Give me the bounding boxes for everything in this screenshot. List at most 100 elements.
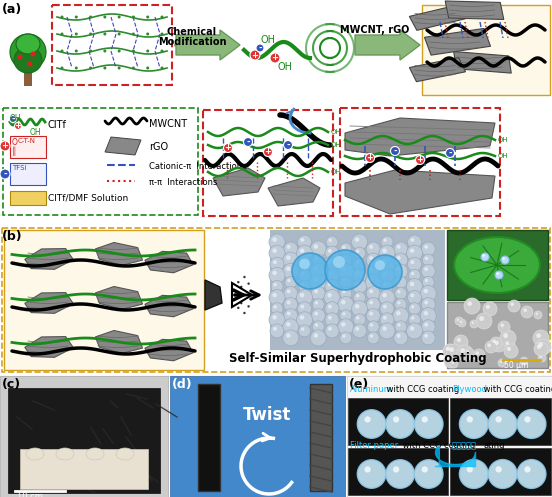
Text: Plywood: Plywood bbox=[452, 386, 487, 395]
Circle shape bbox=[242, 297, 244, 299]
Circle shape bbox=[365, 274, 381, 290]
Circle shape bbox=[132, 67, 135, 70]
Circle shape bbox=[356, 249, 359, 253]
Circle shape bbox=[338, 319, 354, 335]
Circle shape bbox=[250, 290, 252, 292]
Circle shape bbox=[446, 347, 450, 351]
Ellipse shape bbox=[395, 337, 406, 343]
Circle shape bbox=[411, 272, 415, 275]
Circle shape bbox=[495, 271, 503, 279]
Bar bbox=[52, 5, 172, 85]
Circle shape bbox=[498, 321, 510, 333]
Text: with CCG coating: with CCG coating bbox=[481, 386, 552, 395]
Polygon shape bbox=[25, 248, 73, 269]
Circle shape bbox=[393, 416, 399, 422]
Circle shape bbox=[386, 460, 415, 488]
Circle shape bbox=[383, 259, 387, 264]
Ellipse shape bbox=[314, 304, 323, 309]
Circle shape bbox=[396, 311, 401, 316]
Ellipse shape bbox=[14, 47, 42, 73]
Text: +: + bbox=[272, 54, 279, 63]
Circle shape bbox=[310, 263, 326, 279]
Circle shape bbox=[314, 333, 318, 338]
Circle shape bbox=[315, 256, 318, 260]
Circle shape bbox=[0, 169, 10, 179]
Circle shape bbox=[352, 301, 368, 317]
Ellipse shape bbox=[396, 293, 406, 298]
Circle shape bbox=[466, 466, 473, 473]
Text: Cationic-π  Interactions: Cationic-π Interactions bbox=[149, 162, 247, 171]
Circle shape bbox=[379, 256, 395, 272]
Circle shape bbox=[342, 290, 346, 293]
Circle shape bbox=[341, 322, 346, 327]
Ellipse shape bbox=[396, 326, 406, 331]
Ellipse shape bbox=[312, 281, 325, 288]
Circle shape bbox=[325, 279, 339, 293]
Circle shape bbox=[457, 345, 473, 361]
Bar bbox=[24, 64, 32, 86]
Circle shape bbox=[420, 308, 436, 324]
Circle shape bbox=[118, 50, 121, 53]
Ellipse shape bbox=[326, 252, 338, 258]
Circle shape bbox=[464, 298, 480, 314]
Ellipse shape bbox=[394, 315, 407, 321]
Circle shape bbox=[383, 316, 387, 320]
Ellipse shape bbox=[272, 330, 283, 336]
Circle shape bbox=[423, 311, 428, 316]
Bar bbox=[450, 448, 551, 495]
Ellipse shape bbox=[298, 319, 311, 326]
Circle shape bbox=[286, 245, 290, 249]
Ellipse shape bbox=[326, 263, 338, 270]
Circle shape bbox=[406, 245, 422, 261]
Bar bbox=[450, 398, 551, 445]
Bar bbox=[20, 449, 148, 489]
Ellipse shape bbox=[341, 315, 351, 320]
Circle shape bbox=[314, 278, 318, 282]
Ellipse shape bbox=[454, 237, 540, 293]
Bar bbox=[270, 230, 445, 350]
Ellipse shape bbox=[327, 242, 337, 246]
Text: +: + bbox=[2, 142, 8, 151]
Circle shape bbox=[353, 314, 365, 326]
Bar bbox=[422, 5, 550, 95]
Circle shape bbox=[411, 316, 415, 320]
Circle shape bbox=[366, 242, 380, 256]
Text: (a): (a) bbox=[2, 3, 22, 16]
Circle shape bbox=[537, 345, 541, 349]
Circle shape bbox=[452, 362, 454, 364]
Circle shape bbox=[272, 248, 277, 253]
Text: π-π  Interactions: π-π Interactions bbox=[149, 178, 217, 187]
Ellipse shape bbox=[270, 274, 283, 281]
Ellipse shape bbox=[410, 319, 420, 324]
Circle shape bbox=[420, 285, 436, 302]
Circle shape bbox=[269, 290, 285, 306]
Text: Modification: Modification bbox=[158, 37, 226, 47]
Ellipse shape bbox=[326, 330, 338, 336]
Circle shape bbox=[507, 347, 511, 351]
Circle shape bbox=[310, 330, 326, 346]
Bar bbox=[310, 384, 332, 491]
Circle shape bbox=[146, 32, 149, 35]
Circle shape bbox=[369, 289, 373, 293]
Text: -: - bbox=[3, 169, 7, 178]
Ellipse shape bbox=[408, 286, 421, 292]
Circle shape bbox=[394, 331, 408, 345]
Circle shape bbox=[339, 332, 352, 344]
Circle shape bbox=[269, 234, 285, 250]
Ellipse shape bbox=[341, 337, 351, 342]
Circle shape bbox=[243, 138, 252, 147]
Text: OH: OH bbox=[498, 153, 508, 159]
Circle shape bbox=[395, 276, 407, 288]
Circle shape bbox=[286, 333, 290, 338]
Circle shape bbox=[380, 268, 394, 282]
Circle shape bbox=[464, 348, 474, 358]
Circle shape bbox=[353, 247, 365, 259]
Circle shape bbox=[517, 460, 546, 489]
Ellipse shape bbox=[354, 275, 365, 280]
Circle shape bbox=[397, 334, 401, 338]
Circle shape bbox=[370, 268, 373, 271]
Ellipse shape bbox=[285, 304, 296, 310]
Circle shape bbox=[286, 266, 290, 271]
Text: +: + bbox=[252, 51, 258, 60]
Ellipse shape bbox=[26, 448, 44, 460]
